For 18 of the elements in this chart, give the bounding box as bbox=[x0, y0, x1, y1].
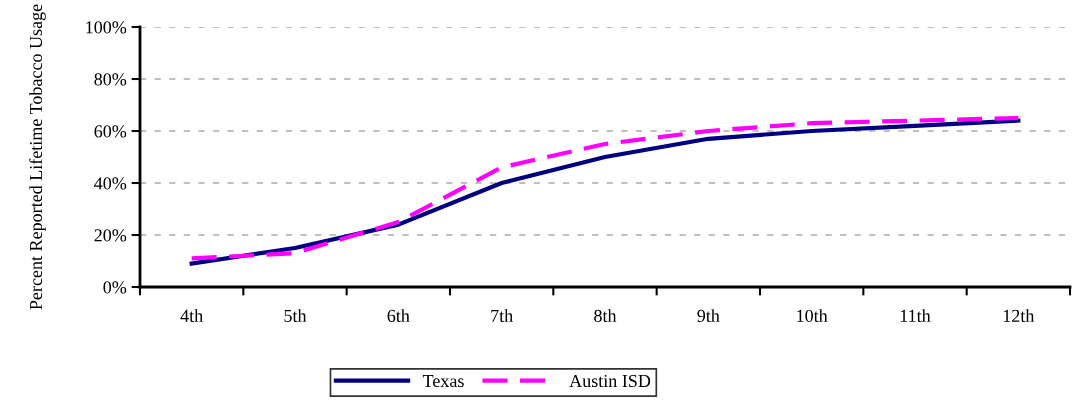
legend-label: Austin ISD bbox=[569, 374, 651, 388]
x-tick-label: 7th bbox=[491, 309, 513, 322]
y-tick-label: 0% bbox=[103, 281, 127, 294]
x-tick-label: 5th bbox=[284, 309, 307, 322]
y-tick-label: 20% bbox=[94, 229, 127, 242]
x-tick-label: 6th bbox=[387, 309, 410, 322]
x-tick-label: 8th bbox=[594, 309, 617, 322]
y-tick-label: 100% bbox=[86, 21, 127, 34]
x-tick-label: 10th bbox=[797, 309, 828, 322]
y-tick-label: 40% bbox=[94, 177, 127, 190]
y-tick-label: 80% bbox=[94, 73, 127, 86]
y-tick-label: 60% bbox=[94, 125, 127, 138]
x-tick-label: 12th bbox=[1003, 309, 1035, 322]
x-tick-label: 11th bbox=[900, 309, 931, 322]
legend-label: Texas bbox=[422, 375, 464, 388]
y-axis-title: Percent Reported Lifetime Tobacco Usage bbox=[29, 4, 46, 310]
x-tick-label: 4th bbox=[180, 309, 203, 322]
x-tick-label: 9th bbox=[697, 309, 720, 322]
